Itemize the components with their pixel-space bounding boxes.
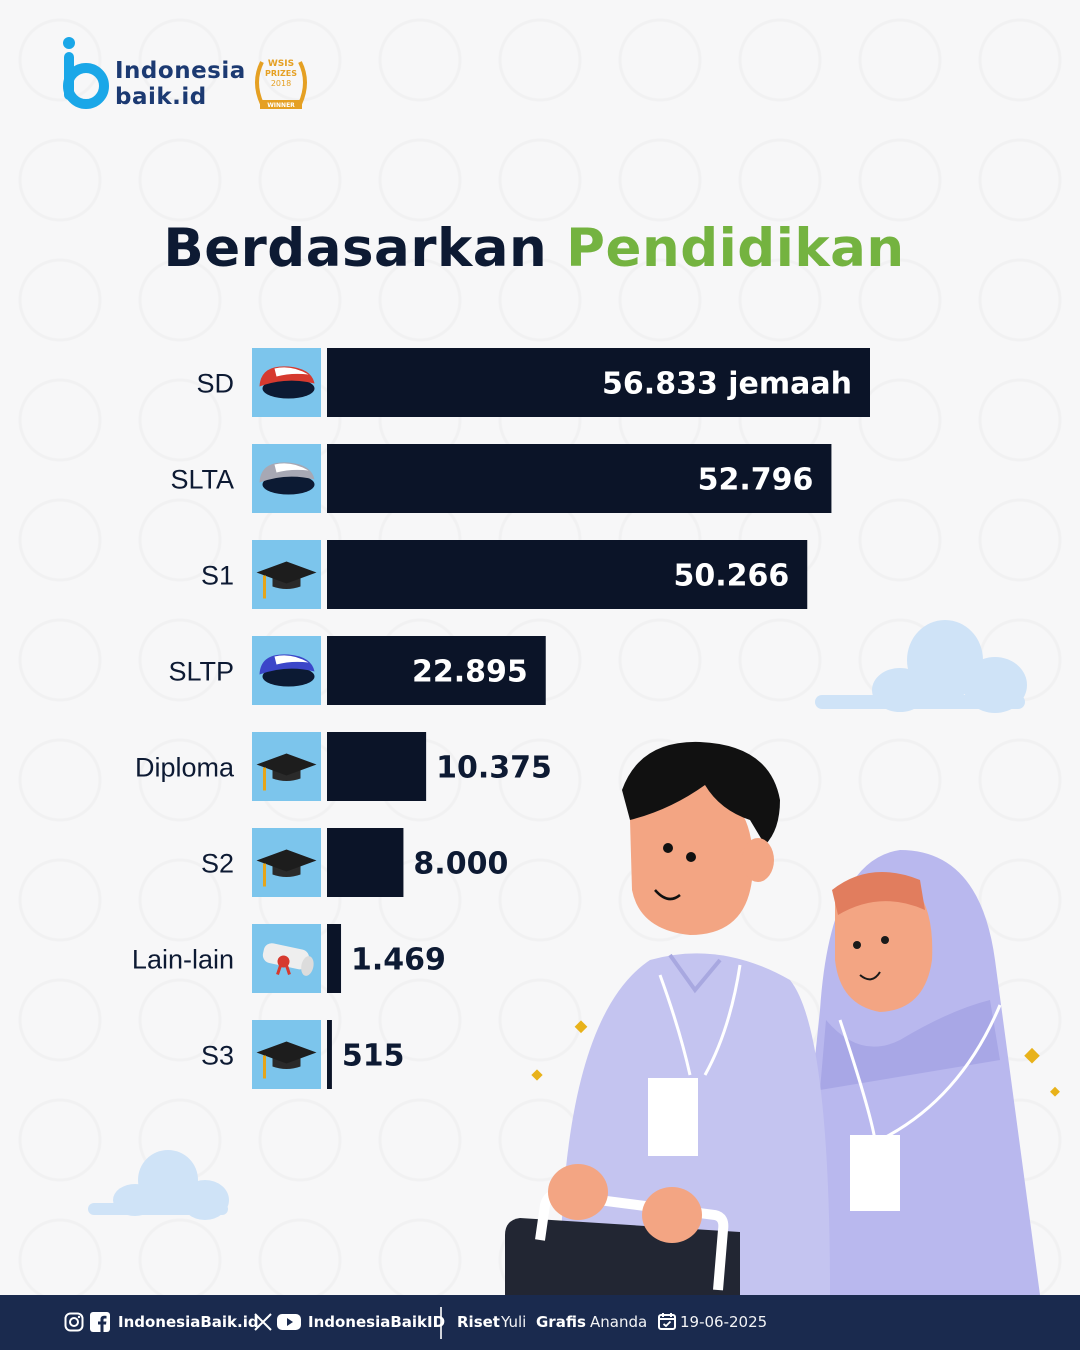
sparkle-icons (531, 1020, 1060, 1097)
indonesiabaik-logo-icon (63, 37, 109, 109)
brand-name: Indonesia baik.id (115, 58, 246, 110)
value-label: 50.266 (673, 559, 789, 594)
bar-row-lain-lain: Lain-lain 1.469 (132, 924, 446, 993)
graduation-cap-icon (252, 732, 321, 801)
pilgrims-illustration (88, 620, 1060, 1295)
category-label: SLTA (170, 465, 234, 495)
bar-row-s2: S2 8.000 (201, 828, 508, 897)
title-part1: Berdasarkan (163, 218, 548, 279)
cloud-left-icon (88, 1150, 229, 1220)
svg-text:WSIS: WSIS (268, 59, 294, 69)
bar (327, 924, 342, 993)
diploma-scroll-icon (252, 924, 321, 993)
value-label: 515 (342, 1039, 405, 1074)
wsis-award-badge: WSIS PRIZES 2018 WINNER (255, 59, 307, 109)
bar (327, 540, 808, 609)
category-label: S2 (201, 849, 234, 879)
value-label: 56.833 jemaah (602, 367, 852, 402)
gray-school-cap-icon (252, 444, 321, 513)
graduation-cap-icon (252, 828, 321, 897)
bar (327, 636, 546, 705)
instagram-icon[interactable] (64, 1312, 84, 1332)
bar (327, 1020, 332, 1089)
red-school-cap-icon (252, 348, 321, 417)
value-label: 52.796 (698, 463, 814, 498)
category-label: S1 (201, 561, 234, 591)
girl-figure (790, 850, 1040, 1295)
education-bar-chart: SD 56.833 jemaah SLTA 52.796 S1 50.266 SLTP 22.… (132, 348, 870, 1089)
value-label: 8.000 (413, 847, 508, 882)
category-label: S3 (201, 1041, 234, 1071)
value-label: 10.375 (436, 751, 552, 786)
grafis-name: Ananda (590, 1313, 648, 1331)
svg-text:WINNER: WINNER (267, 102, 295, 109)
boy-figure (505, 741, 830, 1295)
calendar-icon (658, 1313, 676, 1330)
bar-row-diploma: Diploma 10.375 (135, 732, 552, 801)
svg-text:PRIZES: PRIZES (265, 69, 297, 78)
footer-bar: IndonesiaBaik.id IndonesiaBaikID Riset Y… (0, 1295, 1080, 1350)
category-label: Lain-lain (132, 945, 234, 975)
publish-date: 19-06-2025 (680, 1313, 768, 1331)
bar-row-s1: S1 50.266 (201, 540, 808, 609)
bar-row-slta: SLTA 52.796 (170, 444, 832, 513)
youtube-icon[interactable] (277, 1312, 301, 1332)
category-label: SLTP (168, 657, 234, 687)
title-part2: Pendidikan (566, 218, 905, 279)
x-twitter-icon[interactable] (253, 1312, 273, 1332)
bar (327, 444, 832, 513)
facebook-icon[interactable] (90, 1312, 110, 1332)
page-title: Berdasarkan Pendidikan (0, 218, 1068, 279)
bar (327, 348, 870, 417)
footer-social-handle-1[interactable]: IndonesiaBaik.id (118, 1313, 259, 1331)
bar-row-sltp: SLTP 22.895 (168, 636, 546, 705)
bar-row-sd: SD 56.833 jemaah (196, 348, 870, 417)
bar-row-s3: S3 515 (201, 1020, 405, 1089)
footer-social-handle-2[interactable]: IndonesiaBaikID (308, 1313, 446, 1331)
cloud-right-icon (815, 620, 1027, 713)
graduation-cap-icon (252, 1020, 321, 1089)
grafis-label: Grafis (536, 1313, 586, 1331)
category-label: SD (196, 369, 234, 399)
category-label: Diploma (135, 753, 235, 783)
riset-label: Riset (457, 1313, 500, 1331)
svg-text:2018: 2018 (271, 79, 291, 88)
value-label: 22.895 (412, 655, 528, 690)
graduation-cap-icon (252, 540, 321, 609)
value-label: 1.469 (351, 943, 446, 978)
bar (327, 732, 427, 801)
riset-name: Yuli (501, 1313, 527, 1331)
footer-divider (440, 1307, 442, 1339)
bar (327, 828, 404, 897)
blue-school-cap-icon (252, 636, 321, 705)
